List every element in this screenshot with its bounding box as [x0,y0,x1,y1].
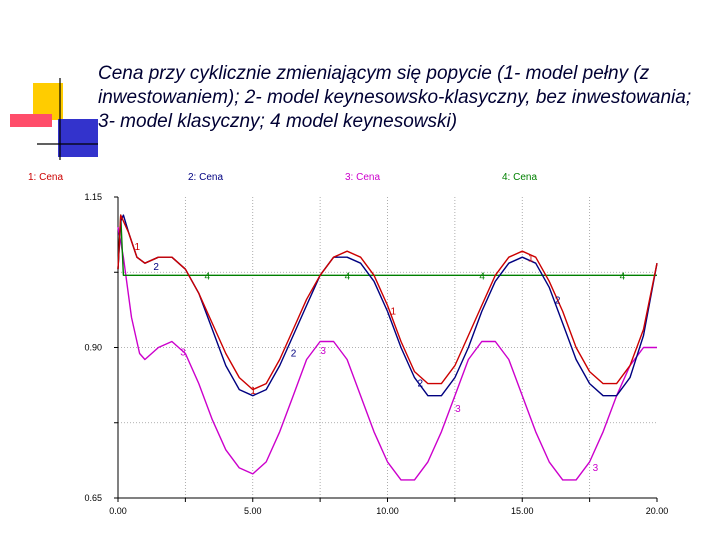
chart-legend: 1: Cena 2: Cena 3: Cena 4: Cena [28,172,537,183]
series-marker-1: 1 [250,386,256,397]
series-marker-3: 3 [320,346,326,357]
page-title: Cena przy cyklicznie zmieniającym się po… [98,63,692,132]
y-tick-label: 0.90 [84,343,102,353]
series-marker-3: 3 [593,463,599,474]
series-marker-4: 4 [205,271,211,282]
x-tick-label: 5.00 [244,506,262,516]
series-marker-2: 2 [291,349,297,360]
series-line-3 [117,226,657,481]
legend-entry: 4: Cena [502,172,537,183]
chart-frame [114,196,658,502]
decorative-squares [10,78,98,160]
series-marker-2: 2 [153,262,159,273]
series-marker-4: 4 [345,271,351,282]
chart-grid [118,197,657,498]
series-marker-1: 1 [391,306,397,317]
x-tick-label: 20.00 [646,506,669,516]
price-chart: 1: Cena 2: Cena 3: Cena 4: Cena 1 1 1 1 2 2 2 2 3 3 3… [28,172,668,516]
legend-entry: 2: Cena [188,172,223,183]
legend-entry: 1: Cena [28,172,63,183]
series-line-1 [117,214,658,391]
series-marker-1: 1 [528,253,534,264]
series-marker-2: 2 [555,296,561,307]
y-tick-label: 1.15 [84,192,102,202]
x-tick-label: 0.00 [109,506,127,516]
chart-series: 1 1 1 1 2 2 2 2 3 3 3 3 4 4 4 4 [117,214,658,481]
y-tick-label: 0.65 [84,493,102,503]
legend-entry: 3: Cena [345,172,380,183]
series-marker-2: 2 [417,379,423,390]
x-tick-label: 10.00 [376,506,399,516]
x-tick-label: 15.00 [511,506,534,516]
chart-ticks: 0.00 5.00 10.00 15.00 20.00 1.15 0.90 0.65 [84,192,668,516]
series-marker-4: 4 [620,271,626,282]
series-marker-1: 1 [134,242,140,253]
series-marker-3: 3 [455,404,461,415]
series-marker-4: 4 [479,271,485,282]
series-marker-3: 3 [180,347,186,358]
